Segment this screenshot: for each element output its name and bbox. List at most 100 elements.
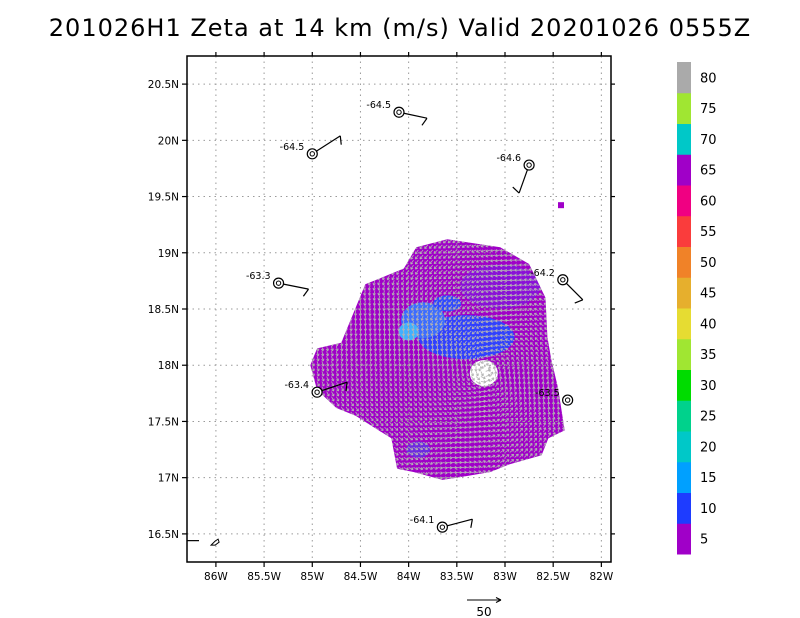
wind-arrow: [488, 366, 492, 372]
wind-arrow: [494, 309, 501, 313]
wind-arrow: [538, 458, 543, 463]
wind-arrow: [420, 315, 424, 321]
wind-arrow: [387, 315, 391, 321]
wind-arrow: [546, 376, 550, 382]
wind-arrow: [528, 258, 534, 262]
wind-arrow: [509, 428, 514, 433]
wind-arrow: [339, 275, 343, 281]
wind-arrow: [376, 249, 381, 255]
wind-arrow: [435, 346, 440, 352]
wind-arrow: [509, 298, 515, 302]
wind-arrow: [365, 436, 370, 442]
wind-arrow: [563, 312, 565, 317]
wind-arrow: [509, 239, 515, 242]
wind-arrow: [427, 446, 433, 450]
wind-arrow: [443, 300, 448, 305]
wind-arrow: [353, 265, 357, 271]
wind-arrow: [326, 441, 331, 447]
wind-arrow: [326, 472, 331, 477]
wind-arrow: [480, 320, 486, 324]
wind-arrow: [391, 275, 395, 281]
wind-arrow: [448, 290, 453, 295]
wind-arrow: [443, 275, 448, 280]
wind-arrow: [476, 409, 482, 414]
wind-arrow: [523, 448, 528, 453]
wind-arrow: [533, 292, 539, 297]
wind-arrow: [393, 401, 398, 407]
wind-arrow: [541, 381, 545, 387]
wind-arrow: [504, 438, 510, 443]
wind-arrow: [547, 406, 551, 412]
wind-arrow: [471, 460, 477, 464]
colorbar-segment: [677, 154, 691, 186]
wind-arrow: [374, 386, 378, 392]
wind-arrow: [408, 457, 414, 461]
wind-arrow: [566, 382, 569, 387]
wind-arrow: [345, 396, 349, 402]
wind-arrow: [427, 441, 433, 445]
x-tick-label: 84W: [397, 571, 421, 583]
wind-arrow: [353, 285, 357, 291]
wind-arrow: [432, 436, 438, 440]
wind-arrow: [522, 376, 526, 382]
wind-arrow: [556, 406, 560, 412]
wind-arrow: [355, 406, 359, 412]
wind-arrow: [490, 324, 496, 328]
wind-arrow: [365, 467, 370, 471]
wind-arrow: [491, 362, 496, 367]
wind-arrow: [372, 275, 376, 281]
wind-arrow: [420, 290, 424, 296]
wind-arrow: [528, 248, 534, 252]
wind-arrow: [533, 437, 537, 443]
wind-arrow: [362, 270, 367, 276]
wind-arrow: [451, 441, 458, 445]
wind-arrow: [564, 331, 565, 337]
wind-arrow: [418, 426, 423, 431]
wind-arrow: [418, 461, 424, 466]
wind-arrow: [557, 452, 561, 458]
wind-arrow: [466, 465, 472, 469]
wind-arrow: [340, 441, 345, 447]
wind-arrow: [504, 288, 510, 293]
wind-arrow: [418, 431, 423, 436]
wind-arrow: [539, 341, 544, 347]
wind-arrow: [421, 346, 425, 352]
colorbar-label: 30: [700, 379, 717, 394]
wind-arrow: [403, 366, 407, 372]
wind-arrow: [471, 410, 477, 414]
wind-arrow: [403, 452, 409, 456]
wind-arrow: [320, 285, 324, 291]
wind-arrow: [429, 285, 434, 290]
wind-arrow: [307, 326, 310, 331]
wind-arrow: [387, 340, 392, 347]
wind-arrow: [456, 401, 462, 405]
wind-arrow: [393, 381, 397, 387]
wind-arrow: [485, 354, 491, 358]
wind-arrow: [490, 429, 496, 433]
wind-arrow: [310, 396, 311, 402]
wind-arrow: [514, 428, 519, 433]
wind-arrow: [458, 330, 462, 336]
wind-arrow: [563, 326, 565, 332]
wind-arrow: [360, 421, 364, 427]
wind-arrow: [310, 406, 311, 412]
wind-arrow: [413, 391, 417, 397]
wind-arrow: [527, 381, 531, 387]
wind-arrow: [307, 336, 310, 341]
wind-arrow: [476, 414, 482, 419]
wind-arrow: [557, 447, 561, 453]
wind-arrow: [543, 437, 547, 443]
axis-ticks: 86W 85.5W 85W 84.5W 84W 83.5W 83W 82.5W 82W16.5N…: [148, 52, 615, 583]
wind-arrow: [345, 421, 350, 427]
wind-arrow: [369, 436, 375, 441]
wind-arrow: [336, 411, 340, 417]
wind-arrow: [383, 351, 387, 357]
wind-arrow: [457, 269, 462, 274]
wind-arrow: [345, 472, 351, 477]
wind-arrow: [441, 371, 445, 377]
wind-arrow: [396, 275, 400, 281]
wind-arrow: [480, 470, 486, 474]
wind-arrow: [439, 325, 443, 331]
wind-arrow: [533, 458, 538, 463]
wind-arrow: [475, 239, 482, 243]
